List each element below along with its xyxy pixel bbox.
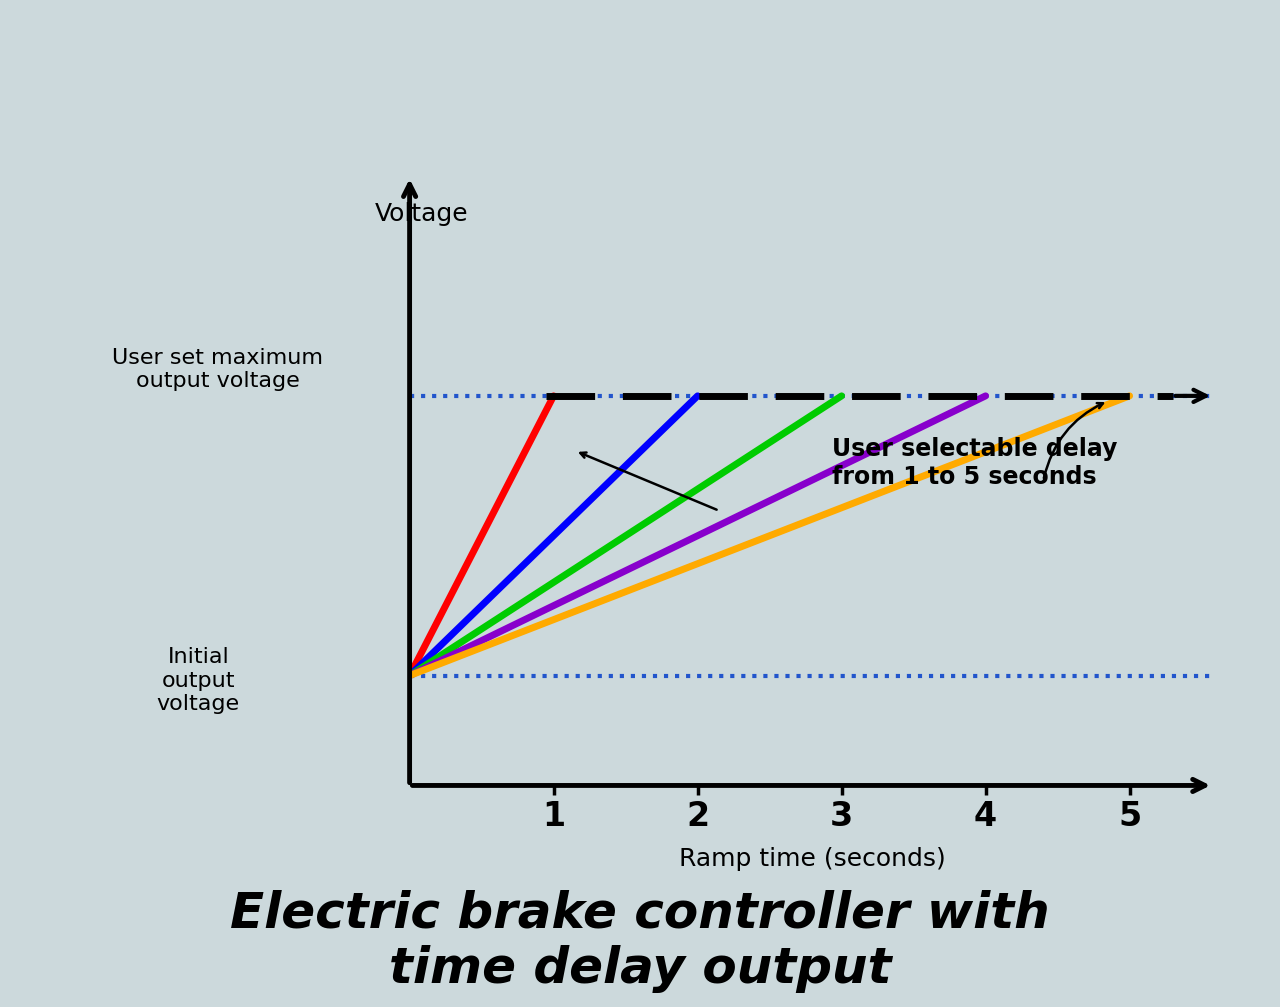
X-axis label: Ramp time (seconds): Ramp time (seconds)	[680, 847, 946, 871]
Text: Initial
output
voltage: Initial output voltage	[157, 648, 239, 714]
Text: User selectable delay
from 1 to 5 seconds: User selectable delay from 1 to 5 second…	[832, 437, 1117, 489]
Text: User set maximum
output voltage: User set maximum output voltage	[113, 347, 323, 391]
Text: Electric brake controller with
time delay output: Electric brake controller with time dela…	[230, 890, 1050, 993]
Text: Voltage: Voltage	[374, 202, 468, 226]
